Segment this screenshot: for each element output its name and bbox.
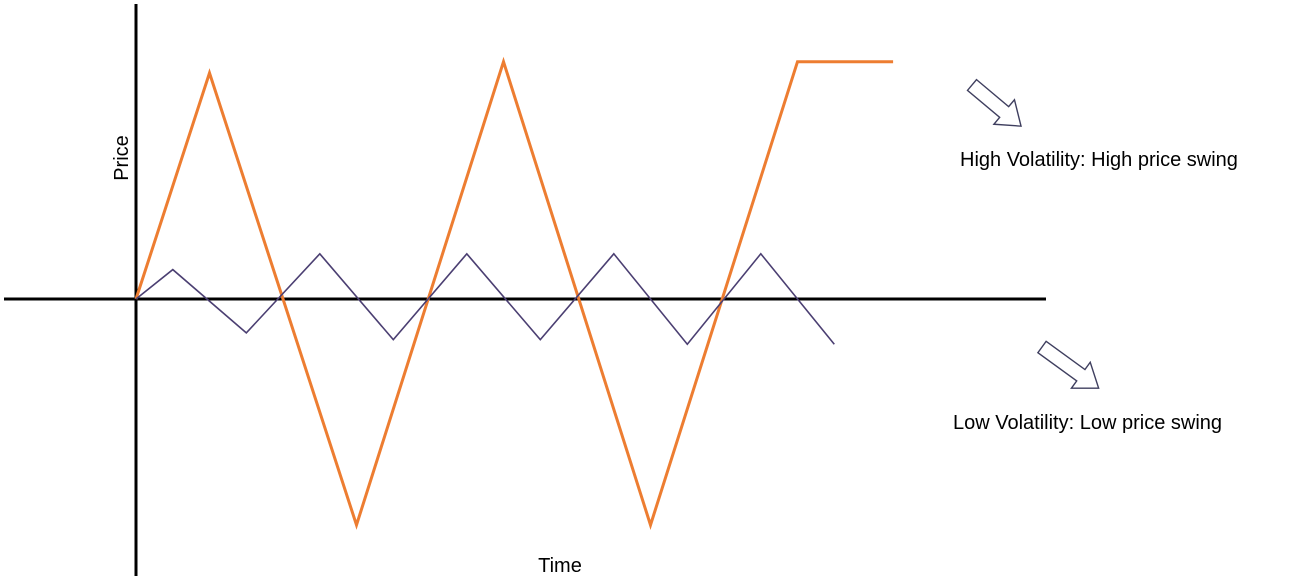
low-volatility-annotation: Low Volatility: Low price swing	[953, 412, 1222, 434]
low-volatility-line	[135, 252, 835, 346]
high-volatility-annotation: High Volatility: High price swing	[960, 149, 1238, 171]
high-volatility-arrow-icon	[966, 78, 1022, 127]
x-axis-label: Time	[538, 555, 582, 577]
low-volatility-arrow-icon	[1036, 340, 1100, 389]
high-volatility-line	[134, 56, 894, 530]
y-axis-label: Price	[111, 135, 133, 181]
